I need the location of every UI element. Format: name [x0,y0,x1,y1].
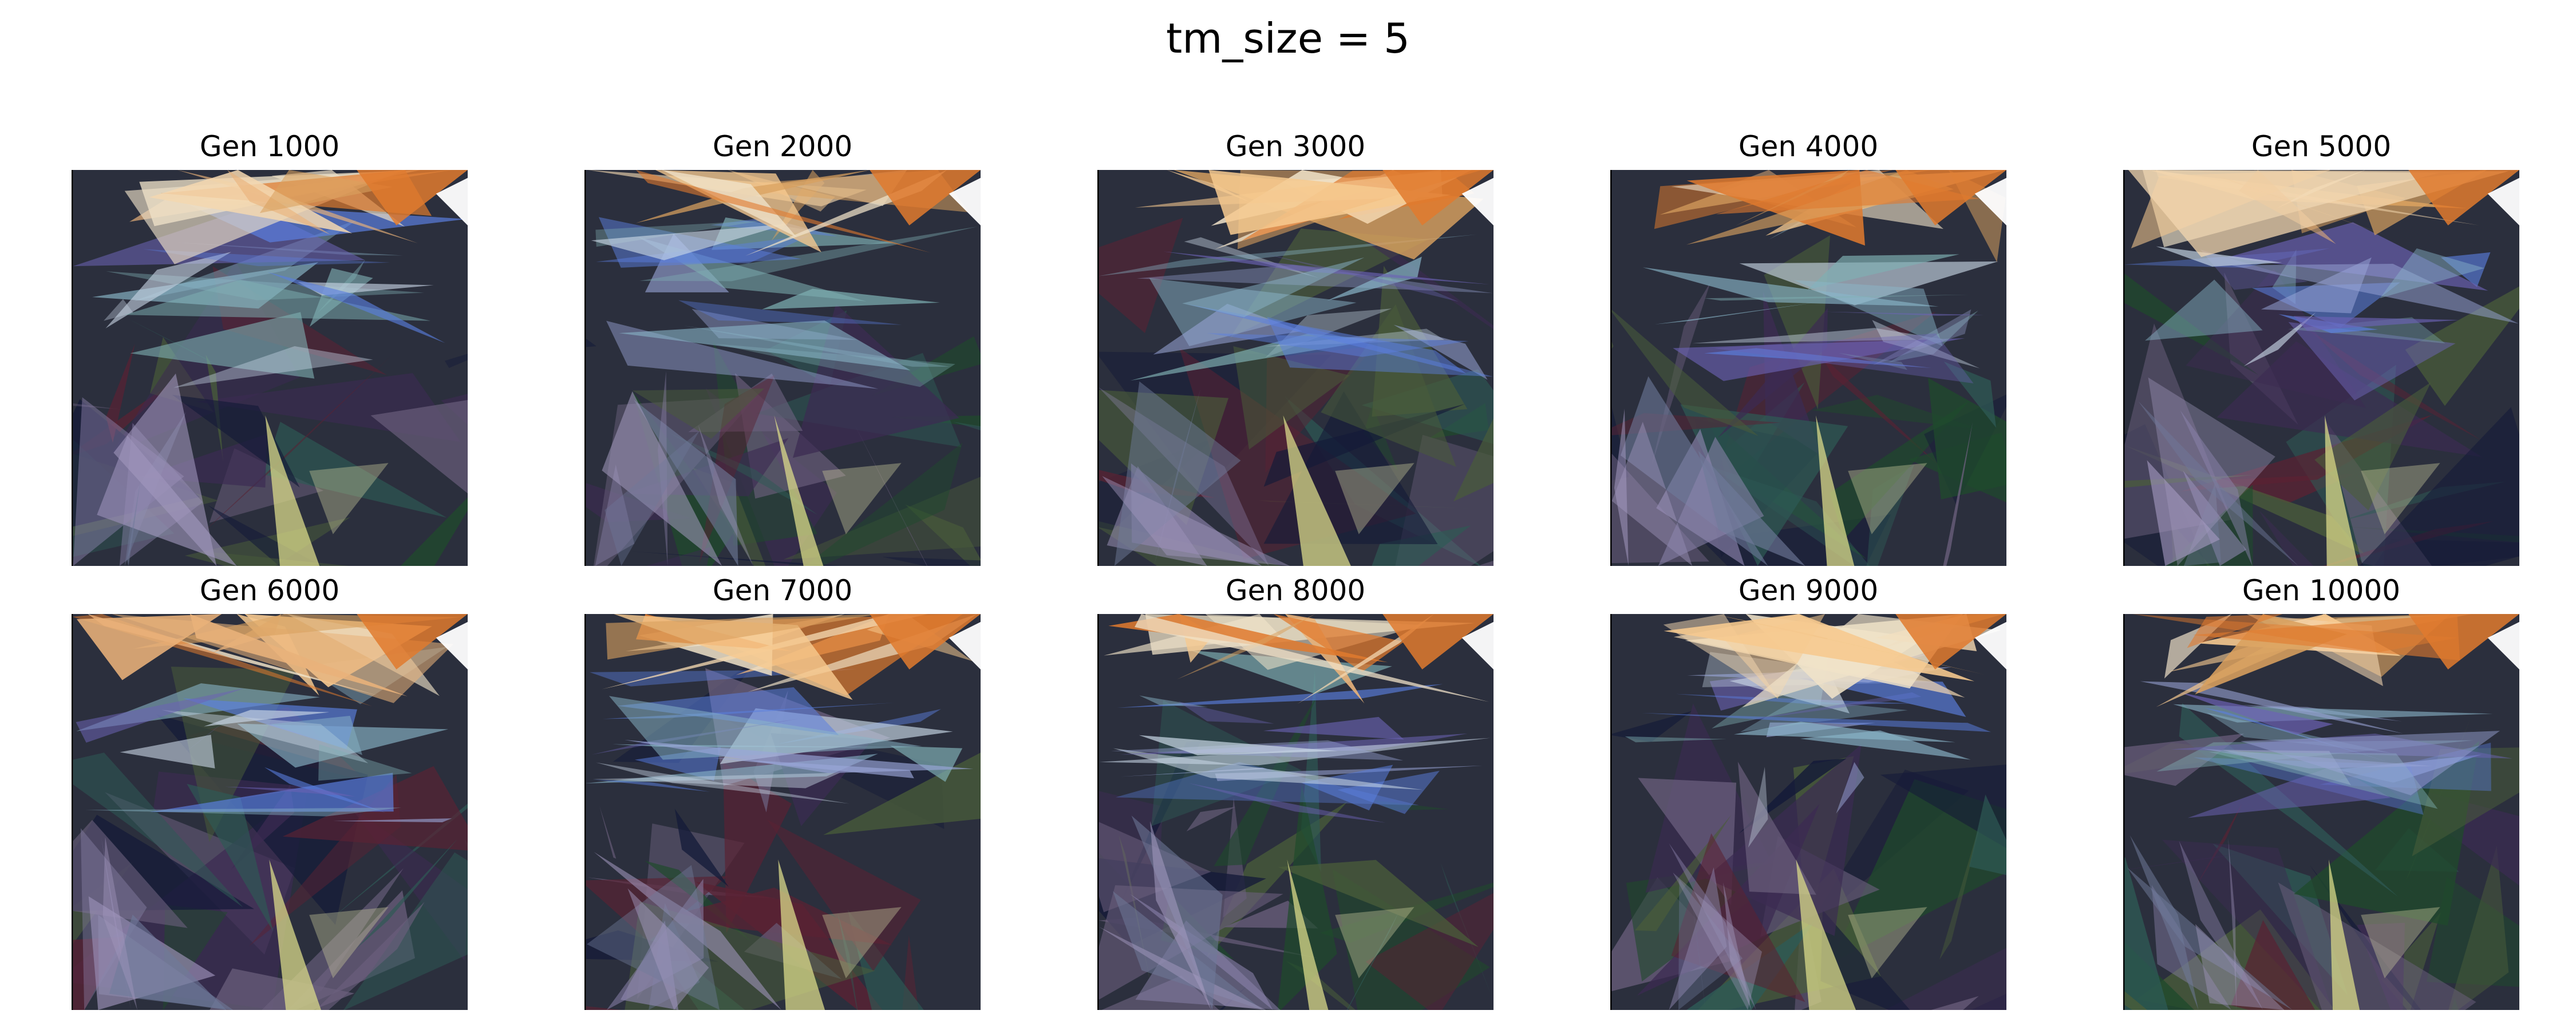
panel-title: Gen 2000 [712,130,853,163]
panel-title: Gen 8000 [1225,574,1366,607]
panel-gen-2000: Gen 2000 [584,130,981,566]
panel-gen-7000: Gen 7000 [584,574,981,1010]
evolved-triangle-image [1610,614,2006,1010]
evolved-triangle-image [72,614,468,1010]
panel-title: Gen 5000 [2251,130,2392,163]
panel-gen-9000: Gen 9000 [1610,574,2006,1010]
panel-title: Gen 1000 [199,130,340,163]
panel-gen-1000: Gen 1000 [72,130,468,566]
panel-gen-10000: Gen 10000 [2123,574,2519,1010]
panel-gen-5000: Gen 5000 [2123,130,2519,566]
panel-title: Gen 3000 [1225,130,1366,163]
evolved-triangle-image [1610,170,2006,566]
evolved-triangle-image [1097,170,1494,566]
evolved-triangle-image [584,614,981,1010]
evolved-triangle-image [2123,614,2519,1010]
panel-gen-6000: Gen 6000 [72,574,468,1010]
evolved-triangle-image [72,170,468,566]
panel-gen-3000: Gen 3000 [1097,130,1494,566]
evolved-triangle-image [2123,170,2519,566]
panel-title: Gen 9000 [1738,574,1879,607]
panel-title: Gen 10000 [2242,574,2401,607]
panel-title: Gen 7000 [712,574,853,607]
evolved-triangle-image [584,170,981,566]
panel-gen-4000: Gen 4000 [1610,130,2006,566]
panel-title: Gen 6000 [199,574,340,607]
figure-title: tm_size = 5 [1166,14,1410,62]
panel-title: Gen 4000 [1738,130,1879,163]
evolved-triangle-image [1097,614,1494,1010]
panel-gen-8000: Gen 8000 [1097,574,1494,1010]
